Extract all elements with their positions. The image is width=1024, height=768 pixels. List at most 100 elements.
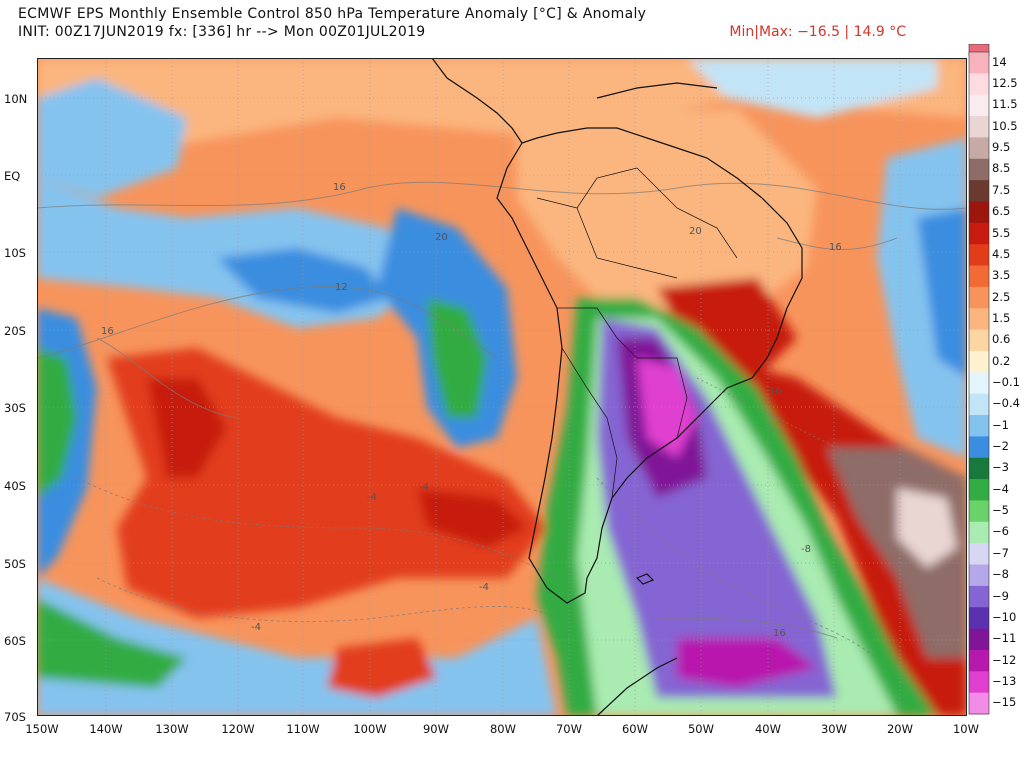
southern-cool-band — [37, 578, 557, 716]
country-borders — [536, 167, 738, 499]
temperature-anomaly-map: 16 20 12 16 20 16 16 -4 -4 -4 -4 -8 16 — [37, 58, 967, 716]
lon-label: 150W — [25, 722, 59, 736]
colorbar-swatch — [969, 329, 989, 352]
lon-label: 30W — [820, 722, 848, 736]
temperature-contours — [37, 181, 967, 659]
colorbar-label: −11 — [992, 631, 1017, 646]
south-america-coast — [496, 127, 803, 604]
north-cool-patch — [37, 78, 187, 198]
contour-label: -4 — [479, 582, 489, 593]
colorbar-label: 3.5 — [992, 268, 1011, 283]
colorbar — [968, 44, 990, 715]
central-green-patch — [427, 298, 487, 418]
lon-label: 130W — [155, 722, 189, 736]
colorbar-label: 0.2 — [992, 353, 1011, 368]
graticule — [37, 58, 967, 716]
colorbar-swatch — [969, 457, 989, 480]
colorbar-swatch — [969, 180, 989, 202]
lat-label: 60S — [4, 634, 26, 648]
colorbar-label: 4.5 — [992, 246, 1011, 261]
colorbar-swatch — [969, 286, 989, 309]
continent-warm-field — [517, 108, 817, 318]
colorbar-label: 14 — [992, 54, 1007, 69]
coastlines — [431, 58, 803, 716]
colorbar-label: −6 — [992, 524, 1009, 539]
colorbar-label: −8 — [992, 567, 1009, 582]
lon-label: 10W — [952, 722, 980, 736]
lon-label: 140W — [89, 722, 123, 736]
lat-label: 30S — [4, 401, 26, 415]
atlantic-warm-belt — [717, 358, 967, 716]
equatorial-cool-band-inner — [217, 248, 387, 313]
contour-label: 16 — [773, 628, 786, 639]
colorbar-swatch — [969, 116, 989, 138]
colorbar-label: −2 — [992, 439, 1009, 454]
colorbar-label: 12.5 — [992, 76, 1018, 91]
colorbar-label: 9.5 — [992, 140, 1011, 155]
init-forecast-line: INIT: 00Z17JUN2019 fx: [336] hr --> Mon … — [18, 24, 426, 40]
contour-label: -4 — [419, 482, 429, 493]
colorbar-label: −4 — [992, 481, 1009, 496]
central-america-coast — [431, 58, 523, 144]
colorbar-label: 11.5 — [992, 97, 1018, 112]
lon-label: 60W — [621, 722, 649, 736]
contour-label: 20 — [689, 226, 702, 237]
lon-label: 40W — [754, 722, 782, 736]
colorbar-swatch — [969, 500, 989, 523]
colorbar-label: 0.6 — [992, 332, 1011, 347]
colorbar-swatch — [969, 94, 989, 117]
lat-label: 40S — [4, 479, 26, 493]
colorbar-swatch — [969, 244, 989, 267]
colorbar-swatch — [969, 52, 989, 74]
colorbar-swatch — [969, 692, 989, 715]
lon-label: 110W — [286, 722, 320, 736]
colorbar-label: 2.5 — [992, 289, 1011, 304]
colorbar-swatch — [969, 436, 989, 459]
contour-label: 16 — [333, 182, 346, 193]
colorbar-label: −3 — [992, 460, 1009, 475]
colorbar-swatch — [969, 628, 989, 651]
colorbar-swatch — [969, 222, 989, 245]
colorbar-swatch — [969, 137, 989, 160]
contour-label: 12 — [335, 282, 348, 293]
lat-label: 10S — [4, 246, 26, 260]
colorbar-label: −10 — [992, 609, 1017, 624]
contour-label: -8 — [801, 544, 811, 555]
colorbar-swatch — [969, 585, 989, 608]
colorbar-swatch — [969, 479, 989, 501]
colorbar-label: −13 — [992, 673, 1017, 688]
southern-warm-patch — [327, 638, 437, 698]
colorbar-swatch — [969, 543, 989, 566]
contour-label: 20 — [435, 232, 448, 243]
caribbean-coast — [596, 82, 718, 99]
lon-label: 80W — [489, 722, 517, 736]
colorbar-label: −12 — [992, 652, 1017, 667]
contour-label: -4 — [367, 492, 377, 503]
min-max-readout: Min|Max: −16.5 | 14.9 °C — [729, 24, 906, 40]
west-green-strip — [37, 348, 77, 498]
colorbar-label: −5 — [992, 503, 1009, 518]
lon-label: 70W — [555, 722, 583, 736]
north-cool-patch-2 — [687, 58, 937, 118]
pacific-warm-core — [147, 378, 227, 478]
colorbar-swatch — [969, 649, 989, 672]
colorbar-label: −9 — [992, 588, 1009, 603]
colorbar-swatch — [969, 201, 989, 224]
east-atlantic-cool-inner — [917, 208, 967, 378]
colorbar-swatch — [969, 372, 989, 395]
colorbar-swatch — [969, 265, 989, 288]
contour-label: 16 — [829, 242, 842, 253]
contour-labels: 16 20 12 16 20 16 16 -4 -4 -4 -4 -8 16 — [101, 182, 842, 639]
lon-label: 50W — [687, 722, 715, 736]
lat-label: 10N — [4, 92, 28, 106]
colorbar-swatch — [969, 671, 989, 694]
lon-label: 20W — [886, 722, 914, 736]
brazil-warm-anomaly — [657, 278, 797, 378]
contour-label: 16 — [769, 386, 782, 397]
colorbar-label: −0.4 — [992, 396, 1020, 411]
colorbar-label: 7.5 — [992, 182, 1011, 197]
colorbar-swatch — [969, 521, 989, 544]
colorbar-swatch — [969, 350, 989, 373]
colorbar-label: 6.5 — [992, 204, 1011, 219]
colorbar-label: 1.5 — [992, 310, 1011, 325]
